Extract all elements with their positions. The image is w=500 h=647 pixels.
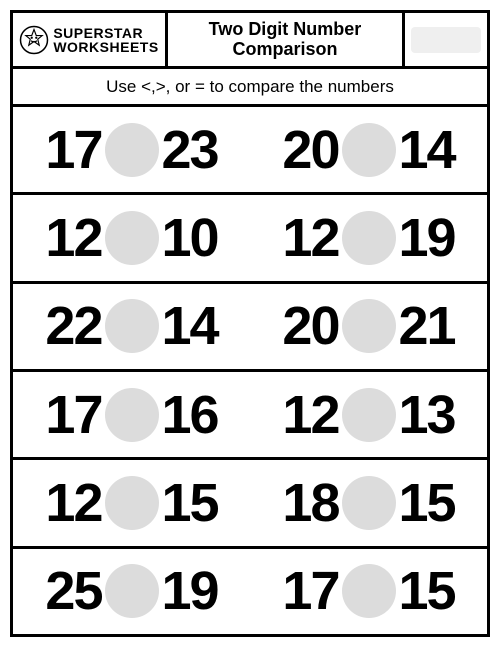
number-right: 19 [162, 564, 232, 618]
answer-circle[interactable] [342, 123, 396, 177]
comparison-pair: 2021 [250, 284, 487, 369]
number-right: 13 [399, 388, 469, 442]
answer-circle[interactable] [342, 388, 396, 442]
problem-row: 12 10 12 19 [13, 195, 487, 283]
number-left: 18 [269, 476, 339, 530]
comparison-pair: 12 13 [250, 372, 487, 457]
comparison-pair: 25 19 [13, 549, 250, 634]
comparison-pair: 2014 [250, 107, 487, 192]
number-left: 25 [32, 564, 102, 618]
problem-row: 17161213 [13, 372, 487, 460]
number-right: 21 [399, 299, 469, 353]
number-right: 19 [399, 211, 469, 265]
comparison-pair: 12 19 [250, 195, 487, 280]
number-left: 22 [32, 299, 102, 353]
answer-circle[interactable] [105, 211, 159, 265]
number-left: 12 [269, 211, 339, 265]
number-right: 16 [162, 388, 232, 442]
answer-circle[interactable] [105, 476, 159, 530]
number-right: 14 [162, 299, 232, 353]
answer-circle[interactable] [342, 299, 396, 353]
number-left: 20 [269, 299, 339, 353]
number-right: 15 [162, 476, 232, 530]
brand-logo: SUPERSTAR WORKSHEETS [13, 13, 168, 66]
star-face-icon [19, 25, 49, 55]
problem-row: 12151815 [13, 460, 487, 548]
brand-line1: SUPERSTAR [53, 26, 158, 40]
name-field-cell [405, 13, 487, 66]
number-left: 12 [269, 388, 339, 442]
answer-circle[interactable] [342, 476, 396, 530]
comparison-pair: 1715 [250, 549, 487, 634]
problem-row: 25191715 [13, 549, 487, 634]
answer-circle[interactable] [105, 564, 159, 618]
answer-circle[interactable] [105, 299, 159, 353]
answer-circle[interactable] [342, 564, 396, 618]
worksheet-title: Two Digit Number Comparison [168, 13, 405, 66]
number-left: 17 [32, 388, 102, 442]
answer-circle[interactable] [105, 388, 159, 442]
brand-text: SUPERSTAR WORKSHEETS [53, 26, 158, 54]
header: SUPERSTAR WORKSHEETS Two Digit Number Co… [13, 13, 487, 69]
brand-line2: WORKSHEETS [53, 40, 158, 54]
number-left: 17 [32, 123, 102, 177]
number-right: 23 [162, 123, 232, 177]
problem-row: 22142021 [13, 284, 487, 372]
comparison-pair: 1723 [13, 107, 250, 192]
number-left: 12 [32, 211, 102, 265]
number-right: 14 [399, 123, 469, 177]
number-left: 12 [32, 476, 102, 530]
comparison-pair: 22 14 [13, 284, 250, 369]
comparison-pair: 12 10 [13, 195, 250, 280]
comparison-pair: 12 15 [13, 460, 250, 545]
answer-circle[interactable] [342, 211, 396, 265]
title-line1: Two Digit Number [209, 20, 362, 40]
instructions: Use <,>, or = to compare the numbers [13, 69, 487, 107]
comparison-pair: 1815 [250, 460, 487, 545]
number-right: 10 [162, 211, 232, 265]
comparison-pair: 1716 [13, 372, 250, 457]
number-right: 15 [399, 476, 469, 530]
number-left: 20 [269, 123, 339, 177]
name-input-box[interactable] [411, 27, 481, 53]
number-left: 17 [269, 564, 339, 618]
title-line2: Comparison [232, 40, 337, 60]
answer-circle[interactable] [105, 123, 159, 177]
problem-rows: 1723201412101219221420211716121312151815… [13, 107, 487, 634]
worksheet: SUPERSTAR WORKSHEETS Two Digit Number Co… [10, 10, 490, 637]
number-right: 15 [399, 564, 469, 618]
problem-row: 17232014 [13, 107, 487, 195]
